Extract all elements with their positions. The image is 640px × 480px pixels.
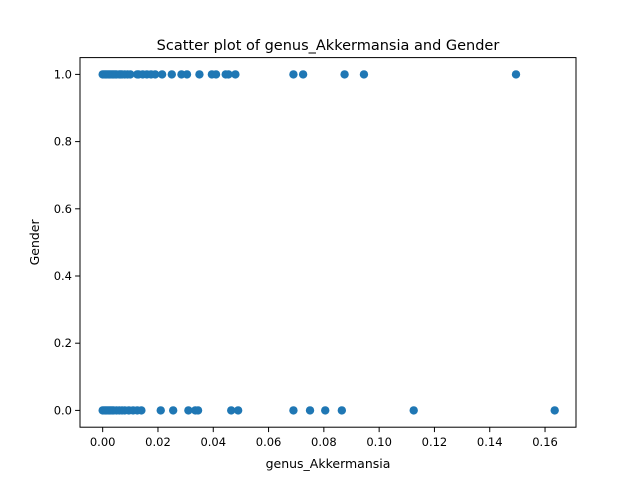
data-point: [167, 70, 176, 79]
data-point: [321, 406, 330, 415]
x-tick-label: 0.02: [145, 435, 171, 449]
data-point: [305, 406, 315, 415]
plot-frame: [79, 57, 577, 428]
data-point: [156, 406, 165, 415]
data-point: [289, 406, 298, 415]
data-point: [184, 406, 193, 415]
y-tick-label: 1.0: [54, 67, 72, 81]
x-tick-label: 0.06: [256, 435, 282, 449]
data-point: [511, 70, 521, 79]
data-point: [157, 70, 167, 79]
data-point: [233, 406, 243, 415]
y-axis-label: Gender: [27, 219, 42, 266]
data-point: [224, 70, 233, 79]
data-point: [137, 406, 146, 415]
data-point: [340, 70, 349, 79]
chart-title: Scatter plot of genus_Akkermansia and Ge…: [157, 38, 500, 54]
x-tick-label: 0.12: [422, 435, 448, 449]
x-tick-label: 0.16: [532, 435, 558, 449]
data-point: [182, 70, 192, 79]
x-tick-label: 0.14: [477, 435, 503, 449]
data-point: [195, 70, 204, 79]
x-tick-label: 0.08: [311, 435, 337, 449]
x-tick-label: 0.10: [366, 435, 392, 449]
data-point: [359, 70, 369, 79]
data-point: [289, 70, 298, 79]
y-tick-label: 0.4: [54, 269, 72, 283]
x-tick-label: 0.04: [200, 435, 226, 449]
data-point: [151, 70, 160, 79]
ticks-layer: 0.00 0.02 0.04 0.06 0.08 0.10 0.12 0.14 0.16 0.0 0…: [54, 67, 558, 449]
y-tick-label: 0.8: [54, 135, 72, 149]
data-point: [168, 406, 178, 415]
y-tick-label: 0.2: [54, 336, 72, 350]
y-tick-label: 0.0: [54, 403, 72, 417]
data-point: [337, 406, 347, 415]
y-tick-label: 0.6: [54, 202, 72, 216]
data-point: [211, 70, 221, 79]
data-point: [550, 406, 559, 415]
data-point: [298, 70, 308, 79]
data-point: [227, 406, 236, 415]
data-point: [409, 406, 418, 415]
x-axis-label: genus_Akkermansia: [266, 456, 391, 471]
data-point: [193, 406, 203, 415]
data-point: [231, 70, 240, 79]
data-point: [126, 70, 135, 79]
points-layer: [98, 70, 559, 415]
x-tick-label: 0.00: [90, 435, 116, 449]
